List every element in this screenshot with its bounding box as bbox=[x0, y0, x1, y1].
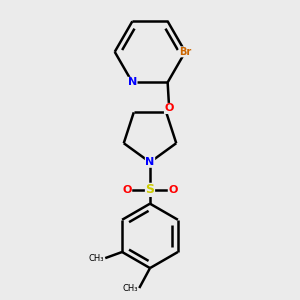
Text: O: O bbox=[164, 103, 174, 113]
Text: N: N bbox=[128, 77, 137, 87]
Text: N: N bbox=[146, 157, 154, 167]
Text: CH₃: CH₃ bbox=[122, 284, 138, 292]
Text: O: O bbox=[168, 185, 178, 195]
Text: O: O bbox=[122, 185, 132, 195]
Text: CH₃: CH₃ bbox=[88, 254, 104, 262]
Text: Br: Br bbox=[179, 47, 191, 57]
Text: S: S bbox=[146, 183, 154, 196]
